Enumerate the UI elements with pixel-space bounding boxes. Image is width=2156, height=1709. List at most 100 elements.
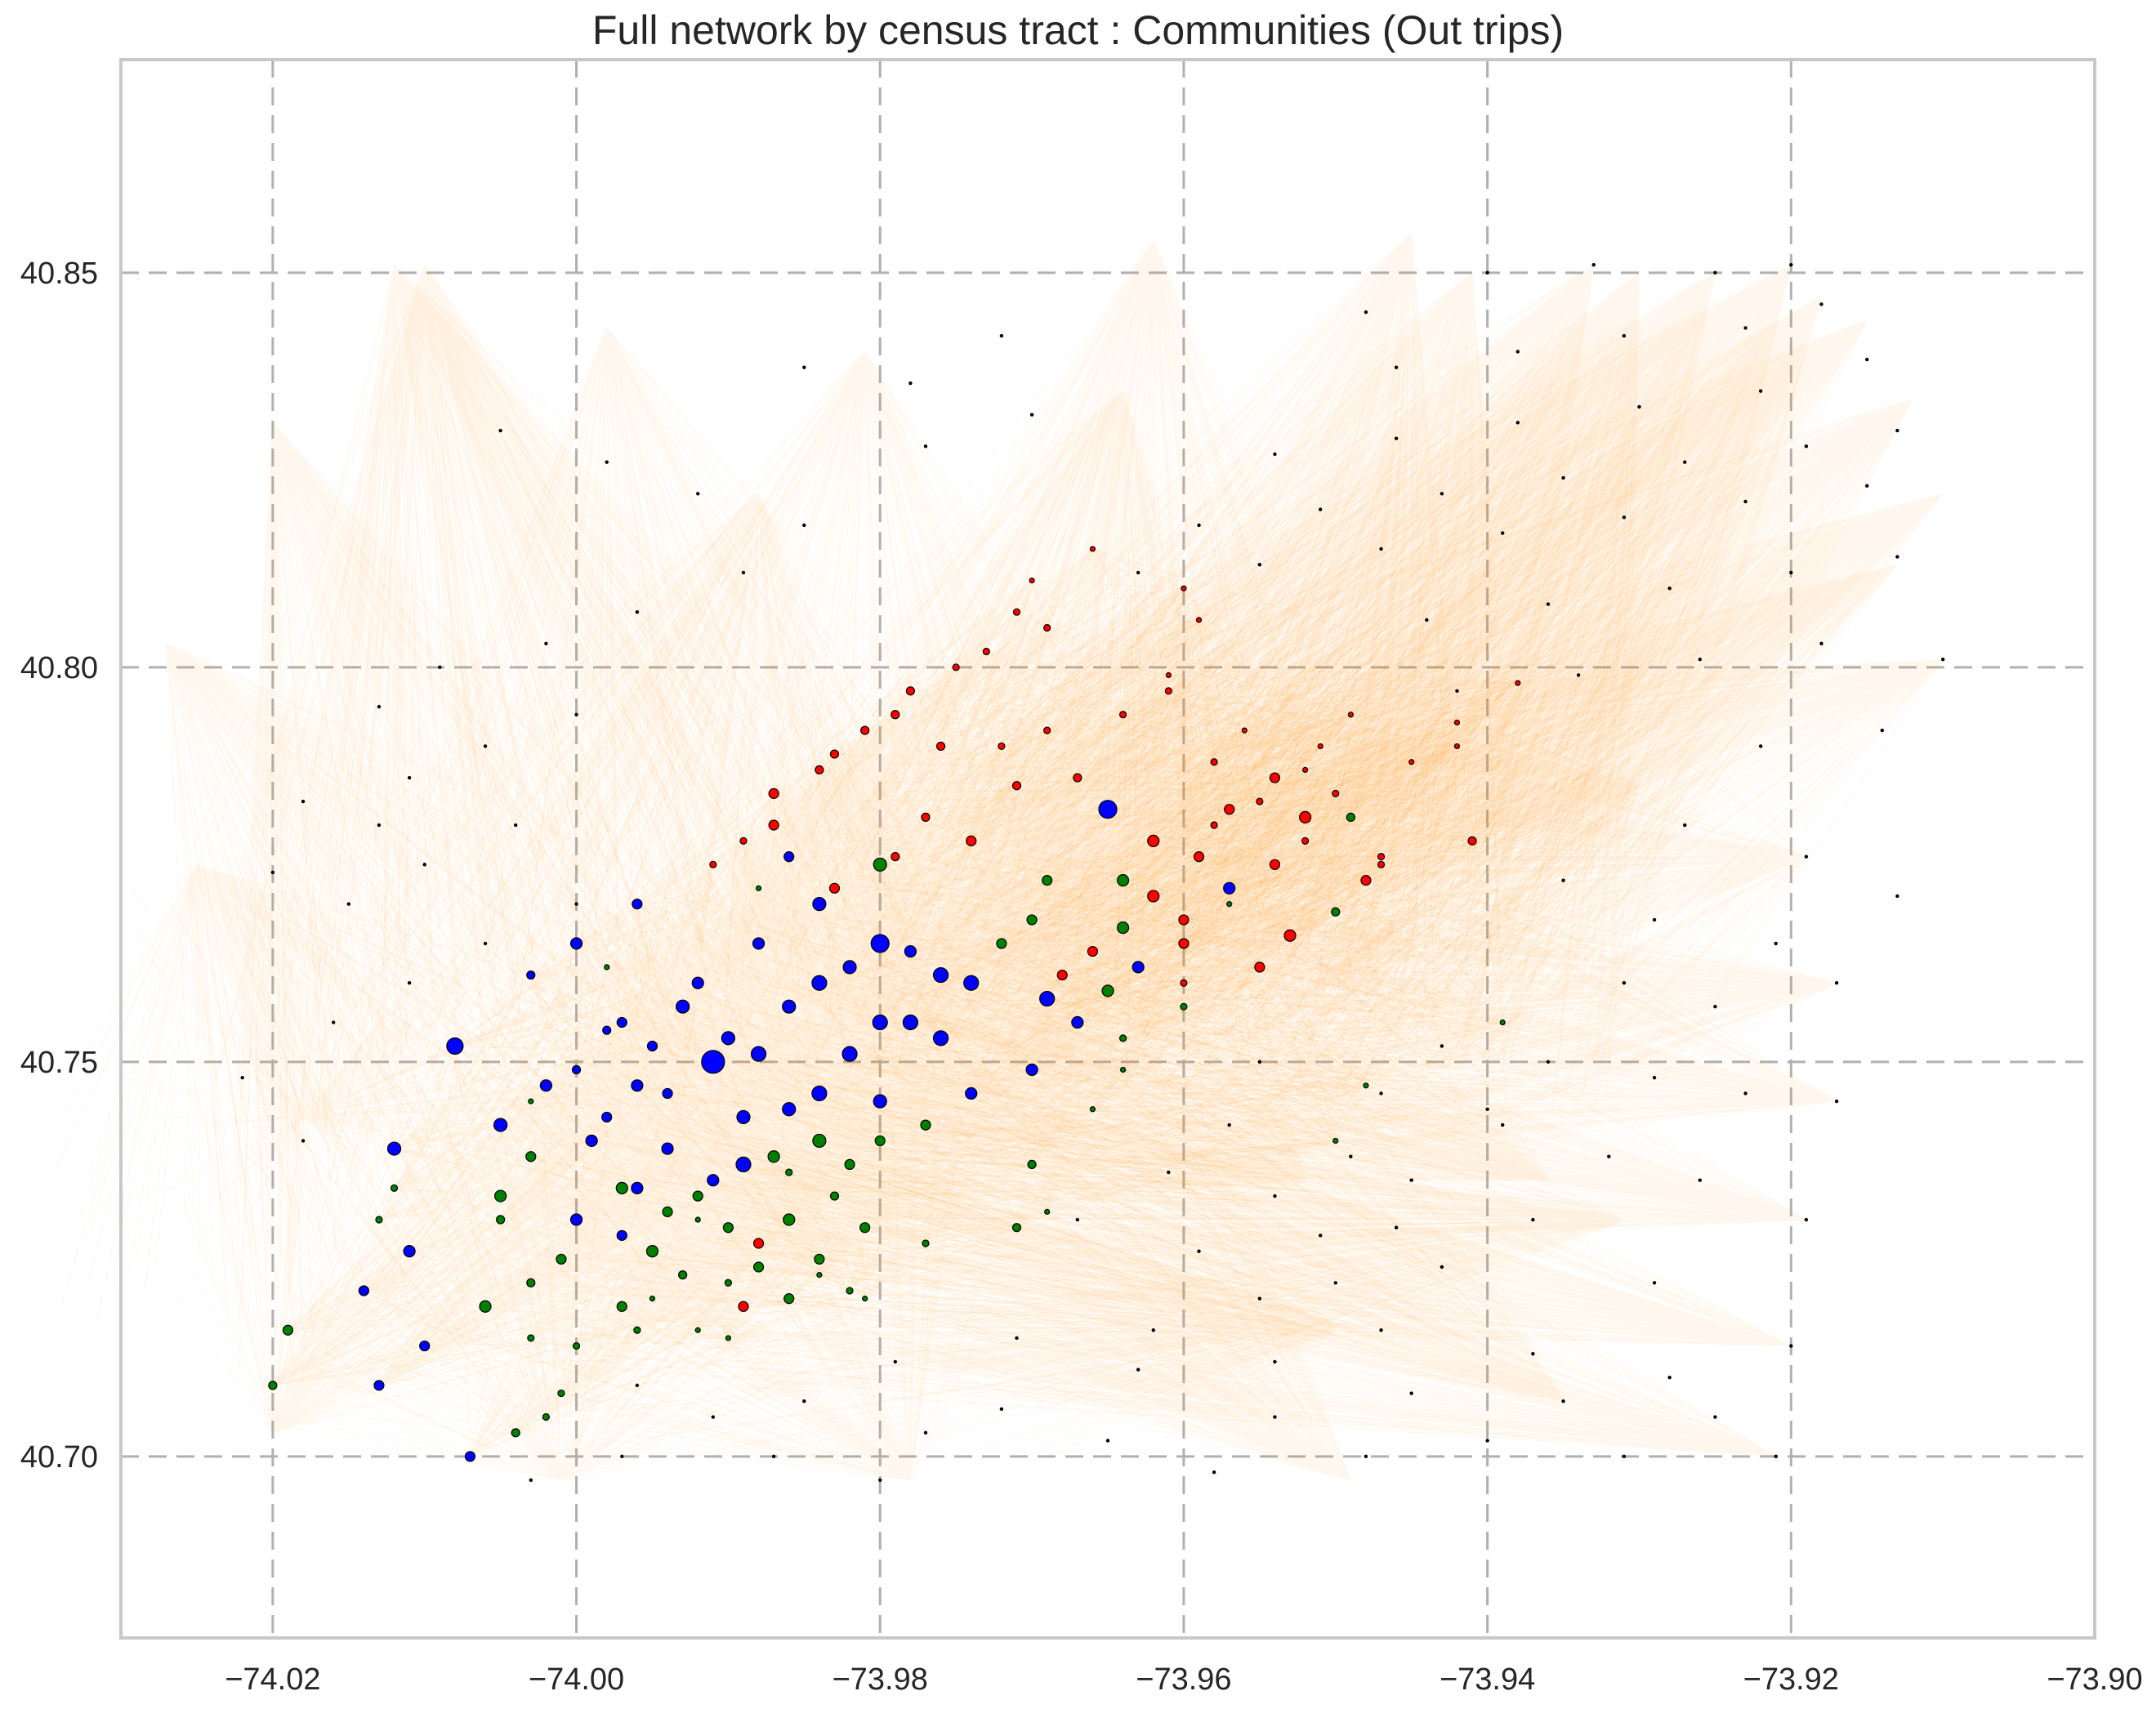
blue-community-node xyxy=(602,1025,612,1035)
red-community-node xyxy=(752,1238,765,1249)
blue-community-node xyxy=(571,1064,582,1075)
green-community-node xyxy=(649,1296,656,1302)
red-community-node xyxy=(1011,781,1022,791)
tract-point xyxy=(1865,357,1869,362)
green-community-node xyxy=(996,938,1007,949)
tract-point xyxy=(1501,1122,1505,1127)
blue-community-node xyxy=(631,1079,644,1092)
blue-community-node xyxy=(631,1181,644,1194)
green-community-node xyxy=(604,964,610,971)
tract-point xyxy=(1940,657,1945,662)
tract-point xyxy=(923,1430,928,1435)
tract-point xyxy=(574,902,578,906)
edge-fan xyxy=(166,643,870,1278)
red-community-node xyxy=(1408,759,1415,765)
tract-point xyxy=(1804,854,1809,859)
tract-point xyxy=(270,870,275,875)
green-community-node xyxy=(1044,1208,1051,1215)
red-community-node xyxy=(815,765,824,775)
red-community-node xyxy=(1147,834,1160,847)
tract-point xyxy=(1743,1091,1748,1095)
tract-point xyxy=(1440,492,1444,496)
edge-fan xyxy=(995,735,1807,1090)
tract-point xyxy=(407,775,412,780)
tract-point xyxy=(1652,917,1657,922)
blue-community-node xyxy=(446,1037,464,1055)
tract-point xyxy=(1425,618,1429,622)
tract-point xyxy=(1804,444,1809,448)
red-community-node xyxy=(1178,914,1190,926)
tract-point xyxy=(483,744,488,748)
tract-point xyxy=(1485,1439,1489,1443)
edge-fan xyxy=(781,233,1462,1104)
green-community-node xyxy=(1332,1137,1339,1145)
blue-community-node xyxy=(539,1079,552,1092)
blue-community-node xyxy=(870,934,890,953)
red-community-node xyxy=(1515,680,1521,686)
green-community-node xyxy=(1363,1082,1369,1089)
red-community-node xyxy=(1256,797,1264,805)
red-community-node xyxy=(1165,672,1172,679)
red-community-node xyxy=(935,741,946,752)
green-community-node xyxy=(479,1300,492,1313)
blue-community-node xyxy=(963,975,980,991)
green-community-node xyxy=(1089,1106,1096,1113)
edge-fan xyxy=(227,1085,899,1481)
red-community-node xyxy=(1029,577,1035,584)
green-community-node xyxy=(785,1168,793,1176)
edge-fan xyxy=(490,965,1792,1346)
core-edges xyxy=(272,548,1519,1457)
green-community-node xyxy=(844,1158,855,1171)
edge-fan xyxy=(888,272,1716,1066)
blue-community-node xyxy=(752,937,766,950)
green-community-node xyxy=(496,1215,506,1225)
edge-fan xyxy=(811,663,1640,1017)
blue-community-node xyxy=(782,999,797,1014)
green-community-node xyxy=(1011,1223,1022,1233)
tract-point xyxy=(1227,1122,1231,1127)
edge-fan xyxy=(174,952,836,1434)
edge-fan xyxy=(676,1050,1625,1404)
tract-point xyxy=(331,1020,336,1024)
blue-community-node xyxy=(812,897,827,912)
green-community-node xyxy=(1119,1066,1127,1073)
red-community-node xyxy=(1210,821,1218,829)
tract-point xyxy=(1895,894,1899,899)
tract-point xyxy=(407,981,412,985)
blue-community-node xyxy=(662,1087,673,1100)
red-community-node xyxy=(860,725,870,735)
green-community-node xyxy=(526,1278,536,1287)
red-community-node xyxy=(1164,687,1172,695)
tract-point xyxy=(1789,570,1793,575)
tract-point xyxy=(1895,428,1899,433)
green-community-node xyxy=(873,857,887,872)
tract-point xyxy=(514,823,518,828)
blue-community-node xyxy=(358,1285,369,1296)
edge-fan xyxy=(56,863,735,1325)
tract-point xyxy=(605,460,609,464)
green-community-node xyxy=(572,1341,581,1350)
axis-ticks: −74.02 −74.00 −73.98 −73.96 −73.94 −73.92 −73.… xyxy=(20,257,2143,1697)
tract-point xyxy=(1743,326,1748,330)
tract-point xyxy=(1698,657,1702,662)
red-community-node xyxy=(1073,773,1082,783)
green-community-node xyxy=(859,1222,871,1234)
edge-fan xyxy=(603,390,1281,1153)
red-community-node xyxy=(768,819,779,831)
green-community-node xyxy=(557,1389,565,1398)
tract-point xyxy=(346,902,350,906)
red-community-node xyxy=(952,663,960,672)
green-community-node xyxy=(783,1293,795,1305)
blue-community-node xyxy=(783,851,795,863)
tract-point xyxy=(802,523,806,528)
red-community-node xyxy=(1147,890,1160,903)
tract-point xyxy=(1698,1178,1702,1182)
red-community-node xyxy=(966,835,977,846)
chart-title: Full network by census tract : Communiti… xyxy=(591,7,1565,53)
tract-point xyxy=(1273,1359,1277,1364)
tract-point xyxy=(1819,641,1823,646)
tract-point xyxy=(301,799,306,804)
red-community-node xyxy=(1269,772,1281,783)
tract-point xyxy=(1713,1415,1717,1419)
tract-point xyxy=(893,1359,898,1364)
